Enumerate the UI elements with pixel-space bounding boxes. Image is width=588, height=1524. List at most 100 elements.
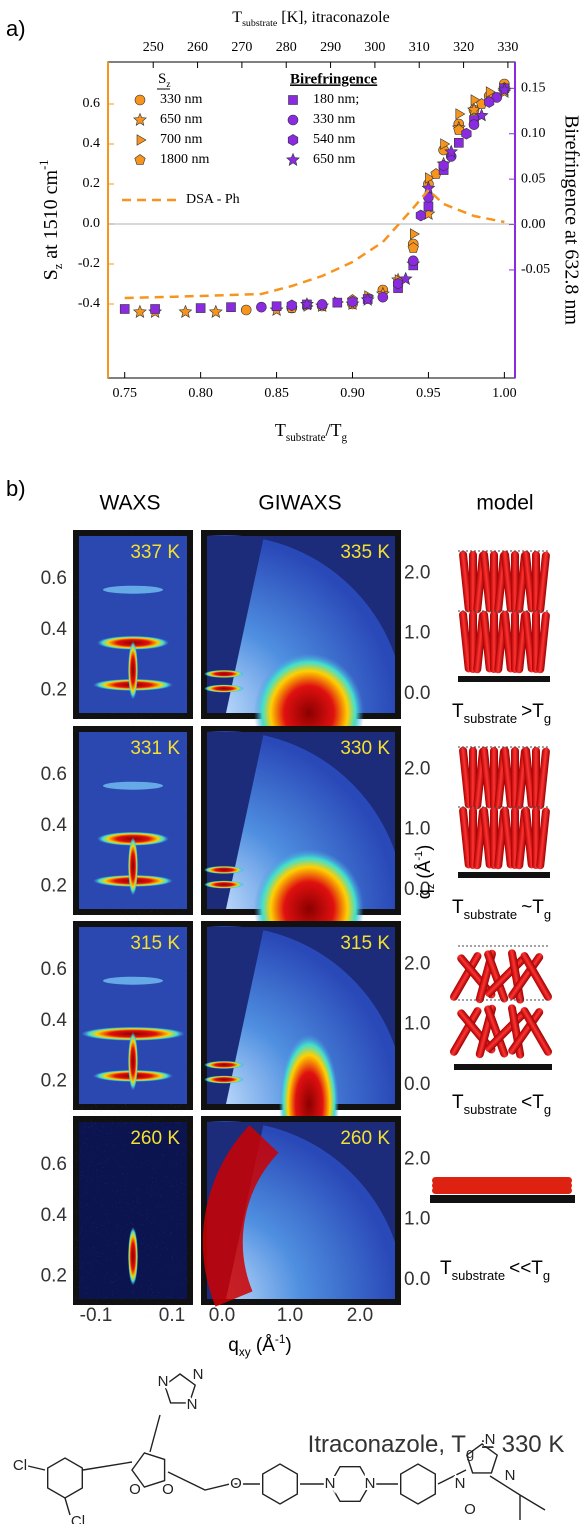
giwaxs-y-tick: 2.0 bbox=[404, 1148, 430, 1169]
marker bbox=[438, 159, 449, 172]
substrate bbox=[454, 1064, 552, 1070]
text-part: > bbox=[521, 701, 532, 722]
y-tick-label: 0.2 bbox=[83, 176, 101, 191]
marker bbox=[377, 291, 389, 303]
text-part: (Å bbox=[414, 861, 434, 884]
rod bbox=[508, 953, 544, 1000]
legend-marker bbox=[134, 94, 146, 106]
text-part: g bbox=[544, 907, 551, 922]
giwaxs-x-tick: 0.0 bbox=[209, 1305, 235, 1326]
atom: O bbox=[129, 1481, 141, 1498]
legend-marker bbox=[286, 152, 300, 166]
streak bbox=[204, 865, 244, 874]
rod bbox=[536, 747, 550, 810]
text-part: q bbox=[414, 889, 434, 899]
temp-label: 315 K bbox=[340, 933, 390, 954]
atom: N bbox=[158, 1373, 169, 1390]
marker bbox=[195, 303, 206, 313]
column-header: model bbox=[476, 492, 533, 515]
qxy-label: qxy (Å-1) bbox=[228, 1333, 291, 1359]
legend-label: DSA - Ph bbox=[186, 192, 240, 207]
legend-marker bbox=[136, 134, 147, 146]
text-part: Itraconazole, T bbox=[308, 1431, 467, 1458]
rod bbox=[536, 807, 550, 870]
model-caption: Tsubstrate <<Tg bbox=[440, 1258, 550, 1283]
atom: O bbox=[230, 1475, 242, 1492]
legend-marker bbox=[287, 134, 299, 146]
marker bbox=[398, 271, 413, 285]
giwaxs-y-tick: 1.0 bbox=[404, 1014, 430, 1035]
text-part: [K], itraconazole bbox=[277, 9, 389, 26]
marker bbox=[423, 201, 434, 212]
x2-tick-label: 330 bbox=[497, 40, 518, 55]
x2-tick-label: 270 bbox=[231, 40, 252, 55]
marker bbox=[256, 301, 267, 313]
marker bbox=[178, 304, 193, 318]
rod bbox=[536, 551, 550, 614]
marker bbox=[407, 242, 419, 253]
giwaxs-x-tick: 2.0 bbox=[347, 1305, 373, 1326]
text-part: (Å bbox=[251, 1335, 276, 1356]
waxs-y-tick: 0.6 bbox=[41, 568, 67, 589]
ring bbox=[400, 1463, 436, 1505]
legend-marker bbox=[288, 95, 298, 105]
marker bbox=[485, 86, 496, 98]
atom: N bbox=[505, 1467, 516, 1484]
marker bbox=[392, 277, 404, 290]
giwaxs-x-tick: 1.0 bbox=[277, 1305, 303, 1326]
marker bbox=[208, 304, 223, 318]
ring bbox=[163, 1373, 197, 1404]
streak bbox=[204, 684, 244, 693]
marker bbox=[119, 304, 130, 314]
x2-tick-label: 260 bbox=[187, 40, 208, 55]
giwaxs-y-tick: 1.0 bbox=[404, 1209, 430, 1230]
marker bbox=[454, 138, 464, 148]
legend-label: 330 nm bbox=[160, 92, 203, 107]
panel-label: a) bbox=[6, 16, 26, 41]
legend-label: 540 nm bbox=[313, 132, 356, 147]
x2-tick-label: 300 bbox=[364, 40, 385, 55]
atom: Cl bbox=[71, 1513, 85, 1524]
substrate bbox=[458, 676, 550, 682]
marker bbox=[347, 295, 358, 308]
rod bbox=[450, 952, 482, 1001]
y-tick-label: 0.6 bbox=[83, 96, 101, 111]
giwaxs-y-tick: 0.0 bbox=[404, 879, 430, 900]
waxs-y-tick: 0.4 bbox=[41, 1205, 68, 1226]
legend-title: Birefringence bbox=[290, 71, 378, 87]
legend-label: 700 nm bbox=[160, 132, 203, 147]
text-part: ~ bbox=[521, 897, 532, 918]
streak bbox=[128, 640, 138, 700]
x2-tick-label: 310 bbox=[409, 40, 430, 55]
y-tick-label: 0.4 bbox=[83, 136, 101, 151]
waxs-y-tick: 0.4 bbox=[41, 619, 68, 640]
ring bbox=[465, 1443, 499, 1474]
legend-marker bbox=[134, 154, 146, 165]
y2-tick-label: -0.05 bbox=[521, 262, 550, 277]
text-part: < bbox=[521, 1092, 532, 1113]
temp-label: 335 K bbox=[340, 542, 390, 563]
marker bbox=[484, 96, 495, 108]
marker bbox=[240, 304, 252, 316]
text-part: substrate bbox=[242, 18, 278, 29]
marker bbox=[407, 255, 419, 267]
x2-axis-label: Tsubstrate [K], itraconazole bbox=[232, 9, 389, 29]
model-caption: Tsubstrate >Tg bbox=[452, 701, 551, 726]
x-tick-label: 0.85 bbox=[264, 386, 289, 401]
ring bbox=[202, 1125, 279, 1307]
temp-label: 315 K bbox=[130, 933, 180, 954]
atom: N bbox=[187, 1396, 198, 1413]
x-tick-label: 0.75 bbox=[112, 386, 137, 401]
model-caption: Tsubstrate <Tg bbox=[452, 1092, 551, 1117]
marker bbox=[150, 304, 160, 314]
waxs-x-tick: 0.1 bbox=[159, 1305, 185, 1326]
atom: N bbox=[365, 1475, 376, 1492]
molecule-title: Itraconazole, Tg = 330 K bbox=[308, 1431, 565, 1462]
marker bbox=[461, 127, 472, 140]
x2-tick-label: 290 bbox=[320, 40, 341, 55]
text-part: z bbox=[51, 263, 65, 269]
marker bbox=[300, 297, 314, 311]
text-part: -1 bbox=[37, 160, 51, 170]
rod bbox=[484, 1005, 509, 1058]
text-part: T bbox=[452, 897, 464, 918]
